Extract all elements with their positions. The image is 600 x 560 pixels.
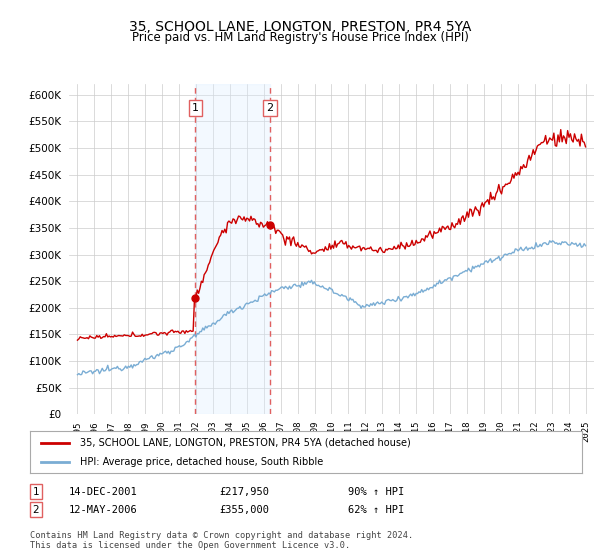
Text: Price paid vs. HM Land Registry's House Price Index (HPI): Price paid vs. HM Land Registry's House …	[131, 31, 469, 44]
Text: £355,000: £355,000	[219, 505, 269, 515]
Text: 35, SCHOOL LANE, LONGTON, PRESTON, PR4 5YA (detached house): 35, SCHOOL LANE, LONGTON, PRESTON, PR4 5…	[80, 437, 410, 447]
Text: 12-MAY-2006: 12-MAY-2006	[69, 505, 138, 515]
Text: 2: 2	[266, 103, 274, 113]
Text: 90% ↑ HPI: 90% ↑ HPI	[348, 487, 404, 497]
Text: 35, SCHOOL LANE, LONGTON, PRESTON, PR4 5YA: 35, SCHOOL LANE, LONGTON, PRESTON, PR4 5…	[129, 20, 471, 34]
Bar	[195, 84, 270, 414]
Text: 14-DEC-2001: 14-DEC-2001	[69, 487, 138, 497]
Text: 1: 1	[32, 487, 40, 497]
Text: Contains HM Land Registry data © Crown copyright and database right 2024.
This d: Contains HM Land Registry data © Crown c…	[30, 531, 413, 550]
Text: HPI: Average price, detached house, South Ribble: HPI: Average price, detached house, Sout…	[80, 457, 323, 467]
Text: 62% ↑ HPI: 62% ↑ HPI	[348, 505, 404, 515]
Text: 2: 2	[32, 505, 40, 515]
Text: £217,950: £217,950	[219, 487, 269, 497]
Text: 1: 1	[191, 103, 199, 113]
